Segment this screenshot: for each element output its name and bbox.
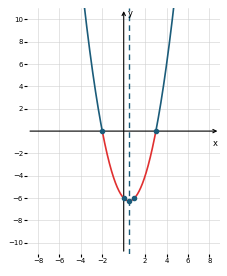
Text: y: y <box>128 9 133 18</box>
Text: x: x <box>212 139 217 148</box>
